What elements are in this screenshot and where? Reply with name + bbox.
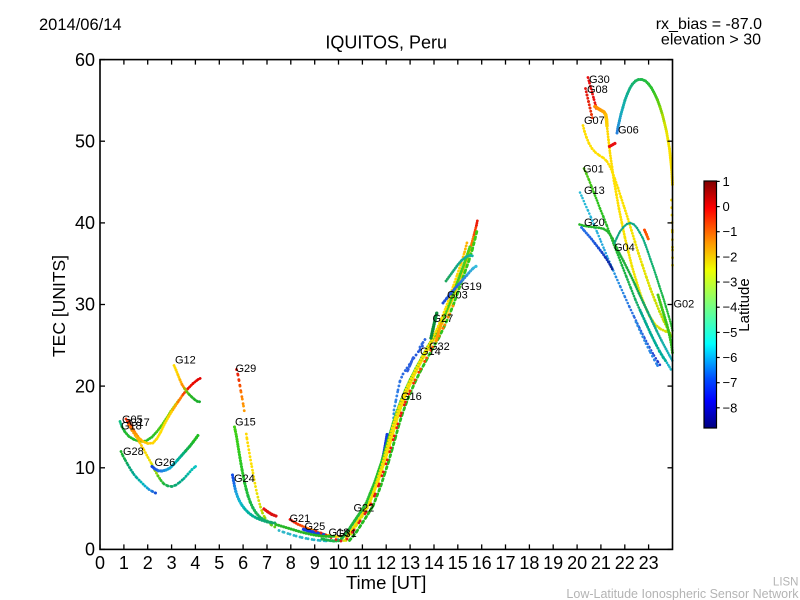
- svg-text:G30: G30: [589, 74, 610, 86]
- svg-text:G05: G05: [122, 414, 143, 426]
- svg-text:−6: −6: [723, 350, 738, 365]
- svg-text:17: 17: [495, 553, 515, 573]
- svg-text:G21: G21: [290, 513, 311, 525]
- svg-text:G32: G32: [429, 341, 450, 353]
- svg-text:−1: −1: [723, 224, 738, 239]
- svg-text:−2: −2: [723, 249, 738, 264]
- svg-text:Latitude: Latitude: [736, 278, 753, 331]
- svg-text:G20: G20: [584, 217, 605, 229]
- svg-text:G29: G29: [236, 363, 257, 375]
- svg-text:1: 1: [723, 174, 730, 189]
- svg-text:G01: G01: [583, 164, 604, 176]
- svg-text:−8: −8: [723, 400, 738, 415]
- svg-text:G12: G12: [175, 355, 196, 367]
- svg-text:G17: G17: [129, 417, 150, 429]
- svg-text:11: 11: [353, 553, 372, 573]
- svg-text:40: 40: [75, 213, 95, 233]
- svg-text:2014/06/14: 2014/06/14: [39, 16, 122, 34]
- svg-text:G13: G13: [584, 185, 605, 197]
- svg-text:G31: G31: [336, 528, 357, 540]
- svg-text:LISN: LISN: [773, 577, 799, 589]
- svg-text:G27: G27: [433, 313, 454, 325]
- svg-text:Time [UT]: Time [UT]: [346, 572, 427, 593]
- svg-text:10: 10: [328, 553, 348, 573]
- svg-text:15: 15: [448, 553, 468, 573]
- svg-text:7: 7: [262, 553, 272, 573]
- svg-text:5: 5: [214, 553, 224, 573]
- svg-text:G06: G06: [618, 125, 639, 137]
- svg-text:G18: G18: [121, 421, 142, 433]
- svg-text:20: 20: [567, 553, 587, 573]
- svg-text:G08: G08: [587, 84, 608, 96]
- svg-text:14: 14: [424, 553, 444, 573]
- svg-text:0: 0: [723, 199, 730, 214]
- svg-text:−4: −4: [723, 300, 738, 315]
- svg-text:50: 50: [75, 131, 95, 151]
- svg-text:19: 19: [543, 553, 563, 573]
- svg-text:G07: G07: [584, 115, 605, 127]
- svg-text:20: 20: [75, 376, 95, 396]
- svg-text:3: 3: [167, 553, 177, 573]
- svg-text:−5: −5: [723, 325, 738, 340]
- svg-text:30: 30: [75, 295, 95, 315]
- svg-text:23: 23: [639, 553, 659, 573]
- svg-text:10: 10: [75, 458, 95, 478]
- svg-text:G15: G15: [235, 417, 256, 429]
- svg-text:G26: G26: [155, 457, 176, 469]
- svg-text:IQUITOS, Peru: IQUITOS, Peru: [325, 33, 447, 53]
- svg-text:G24: G24: [234, 473, 255, 485]
- svg-text:G02: G02: [674, 299, 695, 311]
- svg-text:21: 21: [591, 553, 611, 573]
- svg-text:4: 4: [190, 553, 200, 573]
- svg-text:−7: −7: [723, 375, 738, 390]
- svg-text:G18: G18: [329, 527, 350, 539]
- svg-text:0: 0: [85, 540, 95, 560]
- svg-text:8: 8: [286, 553, 296, 573]
- svg-text:TEC [UNITS]: TEC [UNITS]: [49, 255, 69, 357]
- svg-text:6: 6: [238, 553, 248, 573]
- svg-text:G25: G25: [305, 521, 326, 533]
- svg-text:G28: G28: [123, 446, 144, 458]
- svg-text:1: 1: [119, 553, 129, 573]
- svg-text:rx_bias = -87.0: rx_bias = -87.0: [656, 16, 762, 33]
- svg-text:0: 0: [95, 553, 105, 573]
- svg-text:13: 13: [400, 553, 420, 573]
- svg-text:elevation > 30: elevation > 30: [661, 32, 761, 49]
- svg-text:G03: G03: [447, 290, 468, 302]
- svg-text:9: 9: [310, 553, 320, 573]
- svg-text:22: 22: [615, 553, 635, 573]
- svg-text:−3: −3: [723, 275, 738, 290]
- svg-text:16: 16: [472, 553, 492, 573]
- svg-text:12: 12: [376, 553, 396, 573]
- svg-text:G04: G04: [614, 242, 635, 254]
- svg-text:2: 2: [143, 553, 153, 573]
- svg-text:G19: G19: [461, 281, 482, 293]
- svg-text:60: 60: [75, 50, 95, 70]
- svg-text:Low-Latitude Ionospheric Senso: Low-Latitude Ionospheric Sensor Network: [566, 587, 799, 600]
- svg-text:G14: G14: [420, 346, 441, 358]
- svg-text:G22: G22: [354, 503, 375, 515]
- svg-text:G16: G16: [401, 391, 422, 403]
- svg-text:18: 18: [519, 553, 539, 573]
